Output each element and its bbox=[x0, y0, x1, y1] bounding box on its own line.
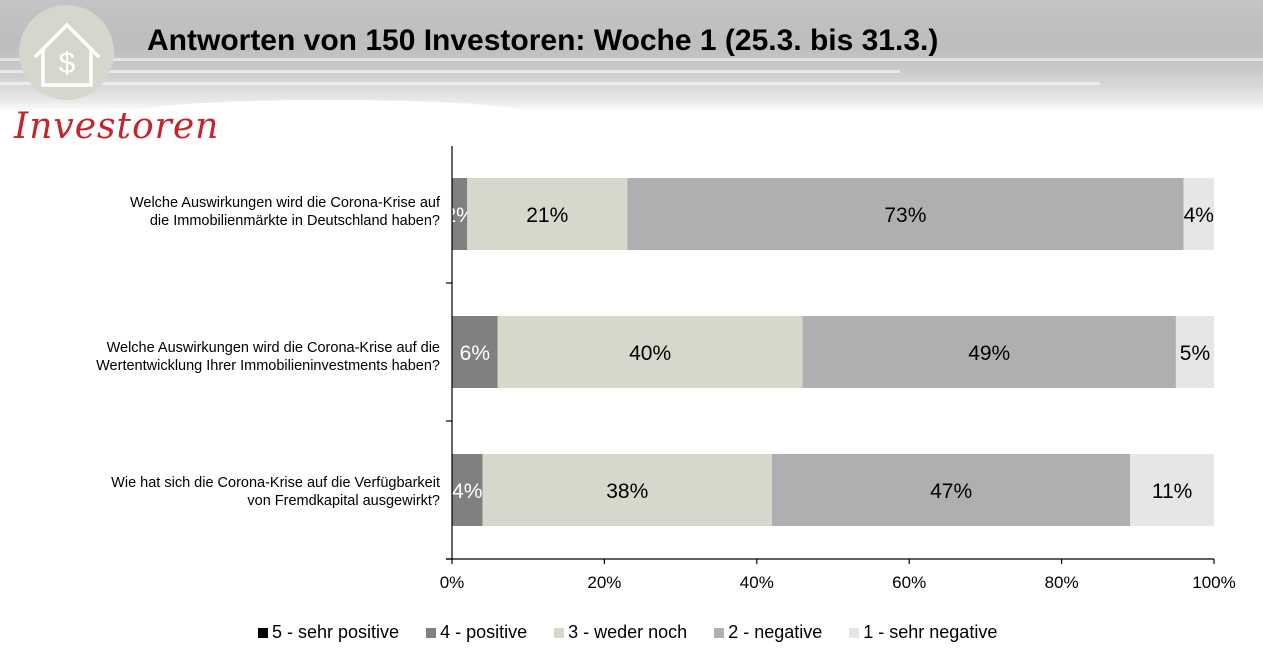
legend-item: 2 - negative bbox=[714, 622, 822, 643]
chart-legend: 5 - sehr positive 4 - positive 3 - weder n… bbox=[258, 622, 1024, 643]
data-label: 47% bbox=[930, 480, 972, 503]
header-wave bbox=[140, 100, 520, 112]
legend-swatch bbox=[714, 627, 725, 638]
data-label: 11% bbox=[1152, 480, 1192, 503]
legend-label: 5 - sehr positive bbox=[272, 622, 400, 642]
legend-label: 1 - sehr negative bbox=[863, 622, 998, 642]
category-label-line: Wertentwicklung Ihrer Immobilieninvestme… bbox=[96, 358, 440, 374]
bar-segment bbox=[482, 454, 773, 526]
bar-segment bbox=[772, 454, 1131, 526]
data-label: 38% bbox=[606, 480, 648, 503]
legend-item: 1 - sehr negative bbox=[849, 622, 997, 643]
bar-segment bbox=[452, 316, 498, 388]
bar-segment bbox=[802, 316, 1176, 388]
x-tick-label: 60% bbox=[892, 573, 926, 592]
page-title: Antworten von 150 Investoren: Woche 1 (2… bbox=[147, 24, 939, 57]
category-label-line: die Immobilienmärkte in Deutschland habe… bbox=[149, 213, 440, 229]
legend-swatch bbox=[426, 627, 437, 638]
legend-swatch bbox=[258, 627, 268, 638]
legend-item: 5 - sehr positive bbox=[258, 622, 399, 643]
category-label: Wie hat sich die Corona-Krise auf die Ve… bbox=[20, 474, 440, 510]
category-label: Welche Auswirkungen wird die Corona-Kris… bbox=[20, 339, 440, 375]
x-tick-label: 20% bbox=[587, 573, 621, 592]
bar-segment bbox=[1130, 454, 1214, 526]
bar-segment bbox=[452, 454, 483, 526]
data-label: 73% bbox=[884, 204, 926, 227]
legend-swatch bbox=[849, 627, 860, 638]
data-label: 5% bbox=[1180, 342, 1210, 365]
x-tick-label: 40% bbox=[740, 573, 774, 592]
legend-label: 4 - positive bbox=[440, 622, 528, 642]
bar-segment bbox=[497, 316, 803, 388]
data-label: 21% bbox=[526, 204, 568, 227]
bar-segment bbox=[1175, 316, 1214, 388]
data-label: 4% bbox=[1184, 204, 1214, 227]
bar-segment bbox=[627, 178, 1184, 250]
category-label-line: Welche Auswirkungen wird die Corona-Kris… bbox=[129, 195, 440, 211]
svg-text:$: $ bbox=[59, 47, 76, 80]
category-label-line: Welche Auswirkungen wird die Corona-Kris… bbox=[106, 340, 440, 356]
legend-label: 3 - weder noch bbox=[568, 622, 688, 642]
data-label: 6% bbox=[460, 342, 490, 365]
legend-item: 4 - positive bbox=[426, 622, 527, 643]
data-label: 40% bbox=[629, 342, 671, 365]
x-tick-label: 0% bbox=[440, 573, 465, 592]
header-texture bbox=[0, 70, 900, 73]
x-tick-label: 80% bbox=[1045, 573, 1079, 592]
legend-label: 2 - negative bbox=[728, 622, 823, 642]
header-texture bbox=[0, 82, 1100, 85]
data-label: 4% bbox=[452, 480, 482, 503]
legend-item: 3 - weder noch bbox=[554, 622, 687, 643]
category-label-line: Wie hat sich die Corona-Krise auf die Ve… bbox=[111, 475, 440, 491]
brand-label: Investoren bbox=[14, 106, 220, 147]
bar-segment bbox=[467, 178, 628, 250]
x-tick-label: 100% bbox=[1192, 573, 1235, 592]
bar-segment bbox=[452, 178, 468, 250]
logo: $ bbox=[19, 5, 114, 100]
header-band bbox=[0, 0, 1263, 112]
legend-swatch bbox=[554, 627, 565, 638]
category-label: Welche Auswirkungen wird die Corona-Kris… bbox=[20, 194, 440, 230]
house-dollar-icon: $ bbox=[33, 22, 101, 87]
bar-segment bbox=[1183, 178, 1214, 250]
category-label-line: von Fremdkapital ausgewirkt? bbox=[247, 493, 440, 509]
data-label: 49% bbox=[968, 342, 1010, 365]
header-texture bbox=[0, 58, 1263, 61]
